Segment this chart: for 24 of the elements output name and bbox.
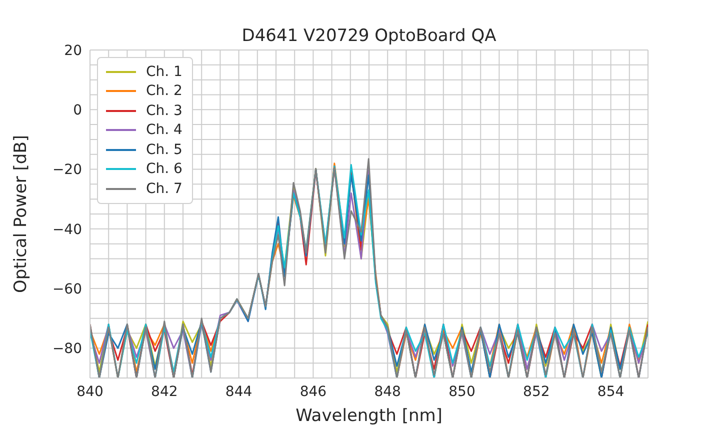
y-tick-label: −60 bbox=[52, 282, 82, 298]
legend-label: Ch. 4 bbox=[146, 122, 182, 138]
x-tick-label: 854 bbox=[597, 384, 624, 400]
legend-label: Ch. 6 bbox=[146, 161, 182, 178]
x-tick-label: 848 bbox=[374, 384, 401, 400]
y-tick-label: 20 bbox=[64, 42, 82, 59]
y-tick-label: −40 bbox=[52, 222, 82, 238]
legend-label: Ch. 7 bbox=[146, 180, 182, 197]
x-tick-label: 852 bbox=[523, 384, 550, 400]
legend-label: Ch. 2 bbox=[146, 83, 182, 100]
y-axis-title: Optical Power [dB] bbox=[11, 135, 32, 293]
x-tick-label: 842 bbox=[151, 384, 178, 400]
legend-label: Ch. 3 bbox=[146, 102, 182, 119]
x-axis-title: Wavelength [nm] bbox=[296, 406, 442, 426]
chart-title: D4641 V20729 OptoBoard QA bbox=[240, 26, 498, 46]
legend-label: Ch. 5 bbox=[146, 142, 182, 158]
y-tick-label: 0 bbox=[73, 102, 82, 119]
x-tick-label: 844 bbox=[225, 384, 252, 400]
legend-label: Ch. 1 bbox=[146, 64, 182, 80]
y-tick-label: −80 bbox=[52, 341, 82, 358]
x-tick-label: 846 bbox=[300, 384, 327, 400]
y-tick-label: −20 bbox=[52, 162, 82, 178]
x-tick-label: 840 bbox=[76, 384, 104, 400]
x-tick-label: 850 bbox=[448, 384, 476, 400]
